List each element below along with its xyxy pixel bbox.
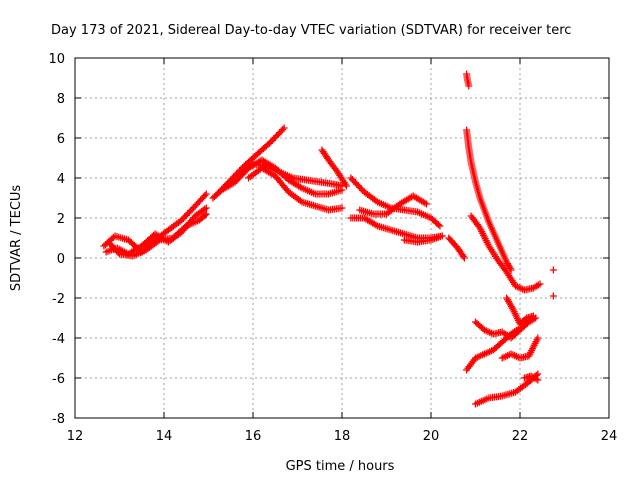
x-tick-label: 18 bbox=[334, 429, 351, 444]
data-point bbox=[202, 190, 210, 198]
y-tick-label: -6 bbox=[52, 372, 65, 387]
y-tick-label: 6 bbox=[57, 132, 65, 147]
x-tick-label: 22 bbox=[512, 429, 529, 444]
y-tick-label: -4 bbox=[52, 332, 65, 347]
data-point bbox=[465, 82, 473, 90]
chart-title: Day 173 of 2021, Sidereal Day-to-day VTE… bbox=[51, 23, 571, 38]
x-tick-label: 14 bbox=[156, 429, 173, 444]
data-point bbox=[296, 197, 304, 205]
data-point bbox=[342, 182, 350, 190]
x-tick-label: 16 bbox=[245, 429, 262, 444]
data-point bbox=[280, 124, 288, 132]
data-point bbox=[549, 292, 557, 300]
data-point bbox=[436, 222, 444, 230]
data-point bbox=[532, 375, 540, 383]
data-point bbox=[338, 186, 346, 194]
y-tick-label: 2 bbox=[57, 212, 65, 227]
data-point bbox=[459, 252, 467, 260]
data-points bbox=[100, 70, 557, 408]
data-point bbox=[534, 281, 542, 289]
data-point bbox=[438, 232, 446, 240]
data-point bbox=[423, 200, 431, 208]
x-tick-label: 24 bbox=[601, 429, 618, 444]
y-tick-label: 4 bbox=[57, 172, 65, 187]
data-point bbox=[202, 210, 210, 218]
data-point bbox=[372, 197, 380, 205]
data-point bbox=[154, 237, 162, 245]
data-point bbox=[549, 266, 557, 274]
data-point bbox=[201, 211, 209, 219]
data-point bbox=[434, 221, 442, 229]
y-tick-label: 10 bbox=[48, 52, 65, 67]
data-point bbox=[529, 312, 537, 320]
y-tick-label: -8 bbox=[52, 412, 65, 427]
data-point bbox=[296, 183, 304, 191]
data-point bbox=[201, 205, 209, 213]
x-axis-label: GPS time / hours bbox=[286, 459, 395, 474]
data-point bbox=[202, 204, 210, 212]
y-tick-label: 8 bbox=[57, 92, 65, 107]
data-point bbox=[534, 370, 542, 378]
data-point bbox=[279, 126, 287, 134]
data-point bbox=[460, 254, 468, 262]
data-point bbox=[534, 376, 542, 384]
data-point bbox=[372, 221, 380, 229]
data-point bbox=[201, 192, 209, 199]
plot-frame bbox=[74, 57, 610, 419]
y-tick-label: 0 bbox=[57, 252, 65, 267]
data-point bbox=[536, 280, 544, 288]
data-point bbox=[338, 204, 346, 212]
data-point bbox=[534, 334, 542, 342]
x-tick-label: 12 bbox=[67, 429, 84, 444]
data-point bbox=[516, 324, 524, 332]
x-tick-label: 20 bbox=[423, 429, 440, 444]
y-tick-label: -2 bbox=[52, 292, 65, 307]
data-point bbox=[421, 199, 429, 207]
data-point bbox=[506, 264, 514, 272]
y-axis-label: SDTVAR / TECUs bbox=[9, 185, 24, 292]
